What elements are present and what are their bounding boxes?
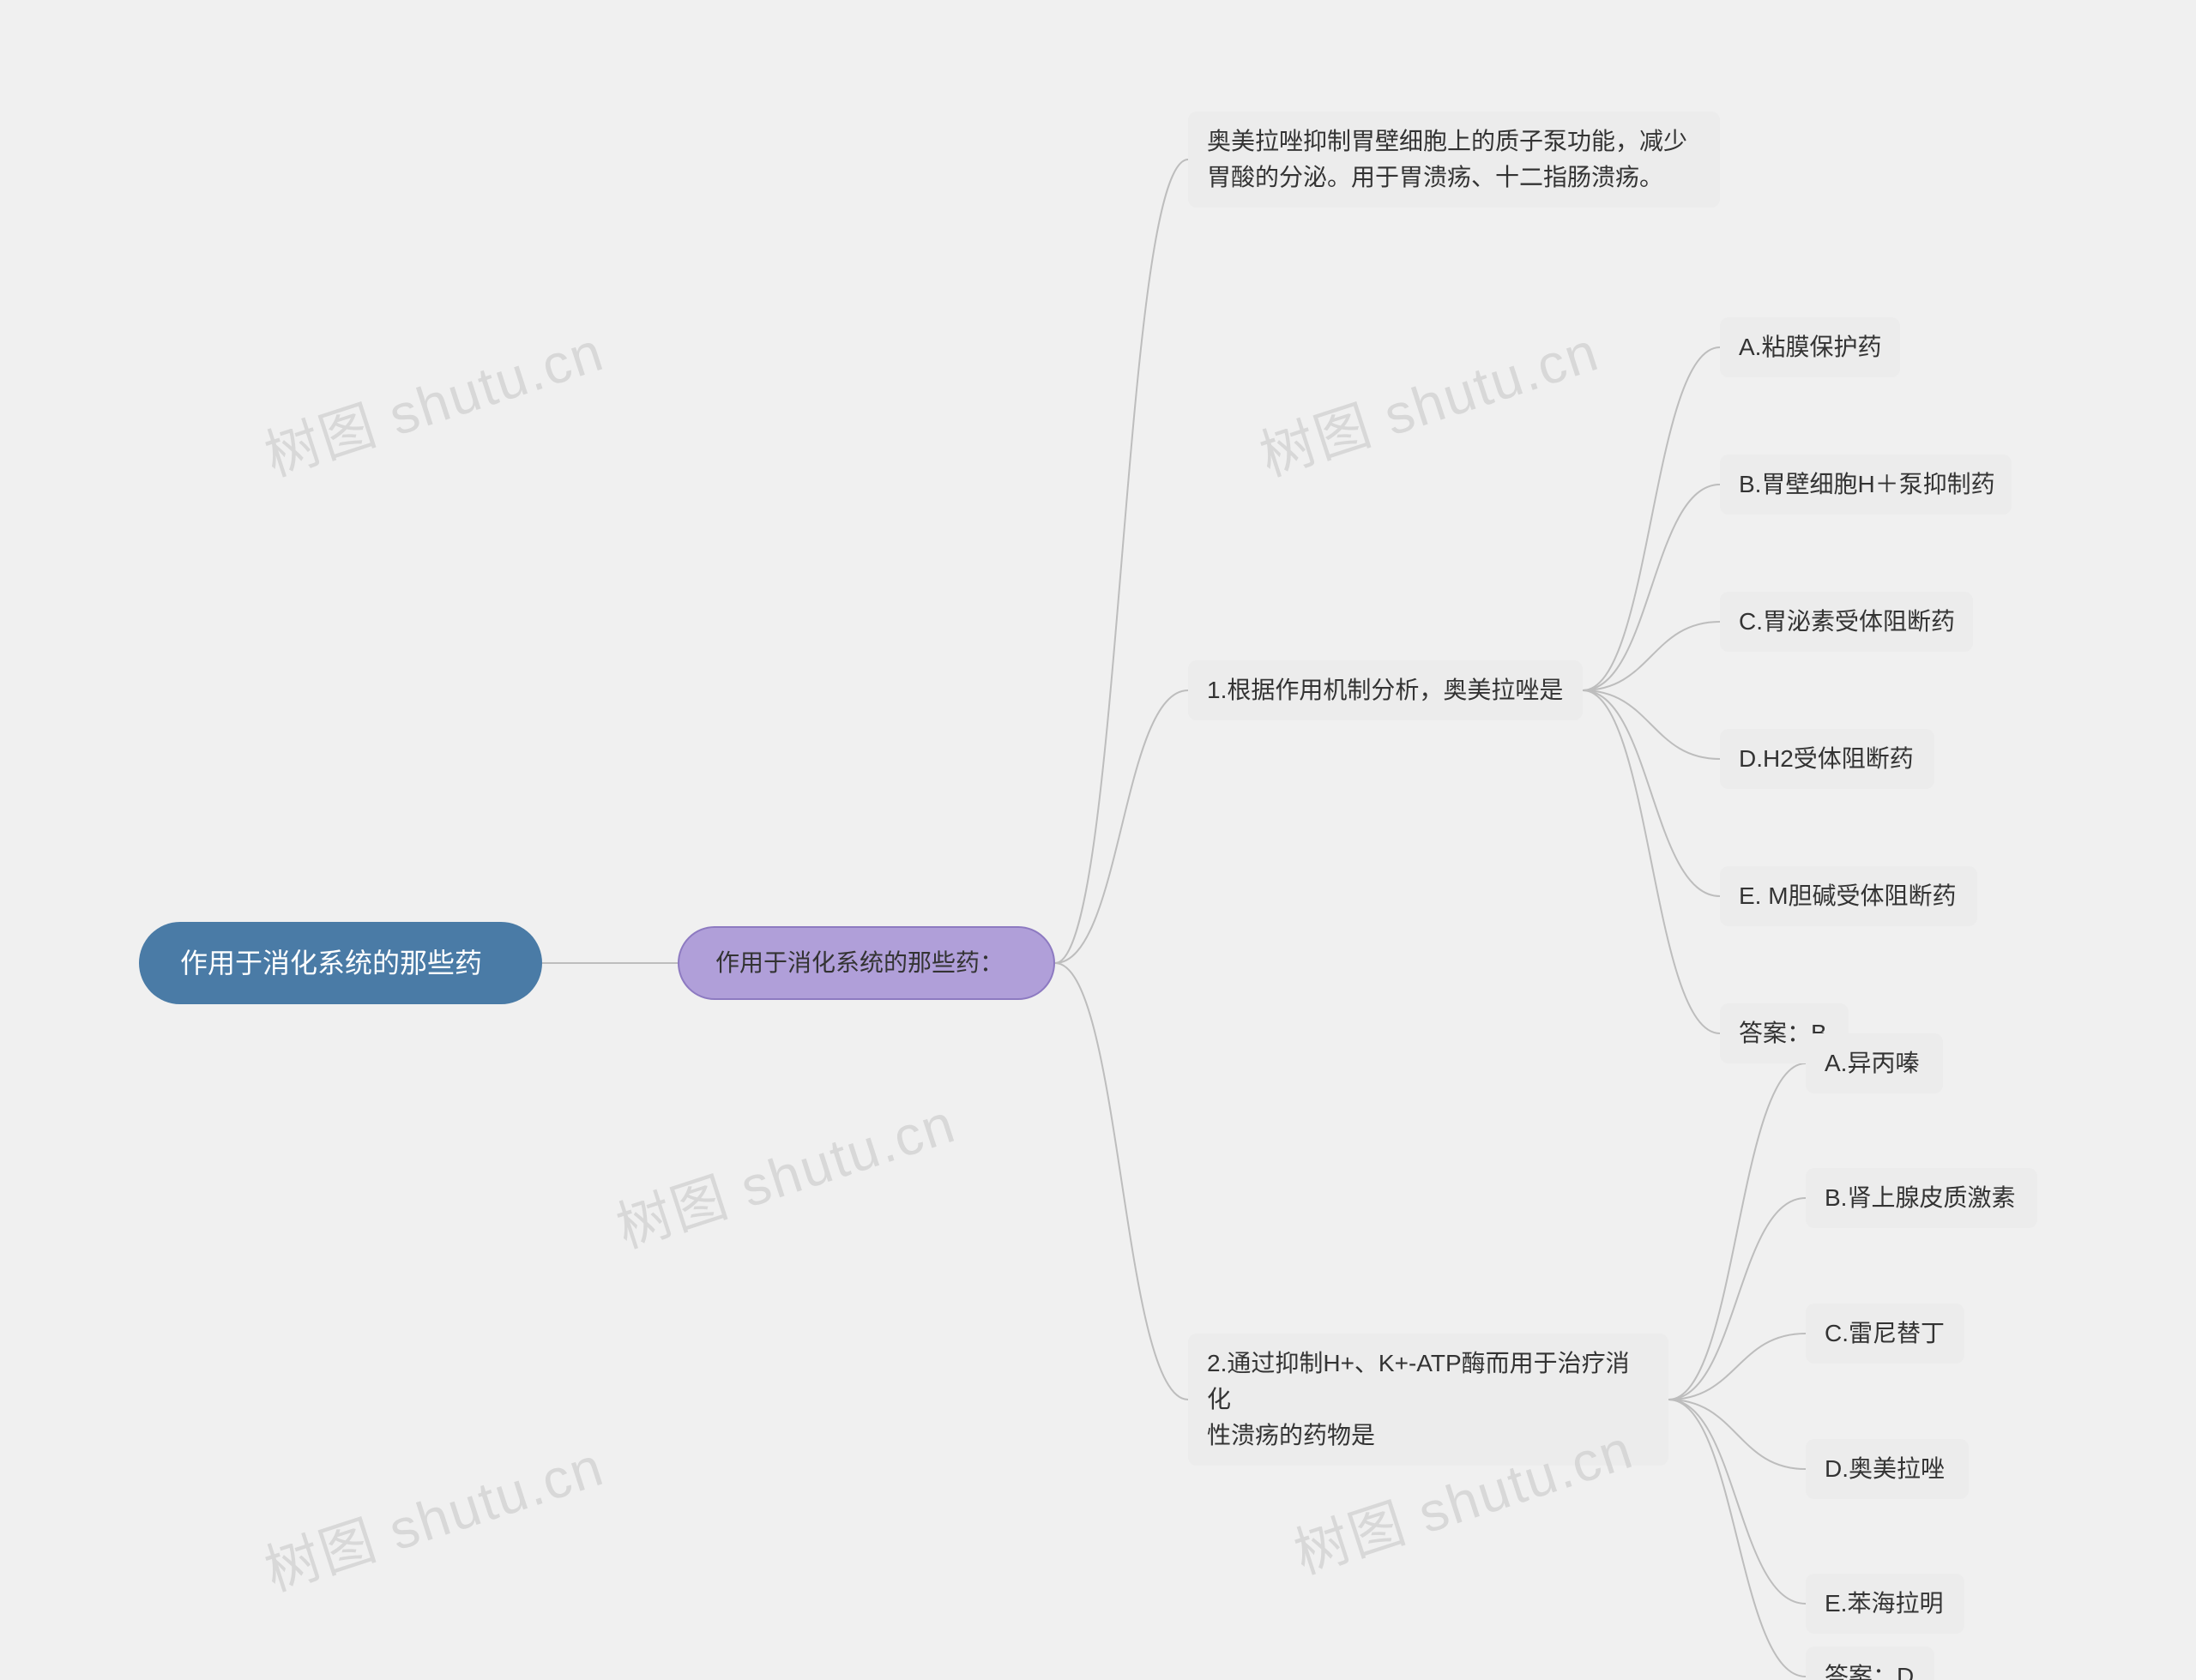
leaf-node-option[interactable]: C.雷尼替丁: [1806, 1304, 1964, 1364]
leaf-label: E.苯海拉明: [1825, 1590, 1943, 1617]
watermark-text: 树图 shutu.cn: [254, 308, 612, 491]
leaf-label: 答案：D: [1825, 1663, 1914, 1680]
leaf-label: E. M胆碱受体阻断药: [1739, 882, 1957, 909]
leaf-node-description[interactable]: 奥美拉唑抑制胃壁细胞上的质子泵功能，减少胃酸的分泌。用于胃溃疡、十二指肠溃疡。: [1188, 111, 1720, 208]
leaf-label: A.异丙嗪: [1825, 1050, 1919, 1076]
leaf-node-option[interactable]: B.胃壁细胞H＋泵抑制药: [1720, 455, 2012, 515]
leaf-label: B.肾上腺皮质激素: [1825, 1184, 2015, 1211]
branch-node[interactable]: 作用于消化系统的那些药：: [678, 926, 1055, 1000]
root-node[interactable]: 作用于消化系统的那些药: [139, 922, 542, 1004]
leaf-node-option[interactable]: C.胃泌素受体阻断药: [1720, 592, 1973, 652]
leaf-node-answer[interactable]: 答案：D: [1806, 1647, 1934, 1680]
leaf-label: B.胃壁细胞H＋泵抑制药: [1739, 471, 1995, 497]
connectors-layer: [0, 0, 2196, 1680]
leaf-node-option[interactable]: A.异丙嗪: [1806, 1033, 1943, 1093]
leaf-label: D.奥美拉唑: [1825, 1455, 1945, 1482]
leaf-node-option[interactable]: A.粘膜保护药: [1720, 317, 1900, 377]
leaf-label: A.粘膜保护药: [1739, 334, 1881, 360]
leaf-node-option[interactable]: B.肾上腺皮质激素: [1806, 1168, 2037, 1228]
leaf-label: 1.根据作用机制分析，奥美拉唑是: [1207, 677, 1563, 703]
leaf-label: 奥美拉唑抑制胃壁细胞上的质子泵功能，减少胃酸的分泌。用于胃溃疡、十二指肠溃疡。: [1207, 128, 1687, 190]
watermark-text: 树图 shutu.cn: [254, 1423, 612, 1606]
watermark-text: 树图 shutu.cn: [606, 1080, 964, 1263]
leaf-node-question-2[interactable]: 2.通过抑制H+、K+-ATP酶而用于治疗消化性溃疡的药物是: [1188, 1334, 1668, 1466]
leaf-node-question-1[interactable]: 1.根据作用机制分析，奥美拉唑是: [1188, 660, 1583, 720]
leaf-node-option[interactable]: E.苯海拉明: [1806, 1574, 1964, 1634]
leaf-node-option[interactable]: D.奥美拉唑: [1806, 1439, 1969, 1499]
leaf-node-option[interactable]: E. M胆碱受体阻断药: [1720, 866, 1977, 926]
mindmap-canvas: 作用于消化系统的那些药 作用于消化系统的那些药： 奥美拉唑抑制胃壁细胞上的质子泵…: [0, 0, 2196, 1680]
leaf-label: D.H2受体阻断药: [1739, 745, 1914, 772]
root-label: 作用于消化系统的那些药: [180, 948, 482, 978]
leaf-label: C.胃泌素受体阻断药: [1739, 608, 1955, 635]
branch-label: 作用于消化系统的那些药：: [715, 949, 1004, 976]
leaf-label: 2.通过抑制H+、K+-ATP酶而用于治疗消化性溃疡的药物是: [1207, 1350, 1630, 1448]
leaf-label: C.雷尼替丁: [1825, 1320, 1945, 1346]
leaf-node-option[interactable]: D.H2受体阻断药: [1720, 729, 1934, 789]
watermark-text: 树图 shutu.cn: [1249, 308, 1608, 491]
